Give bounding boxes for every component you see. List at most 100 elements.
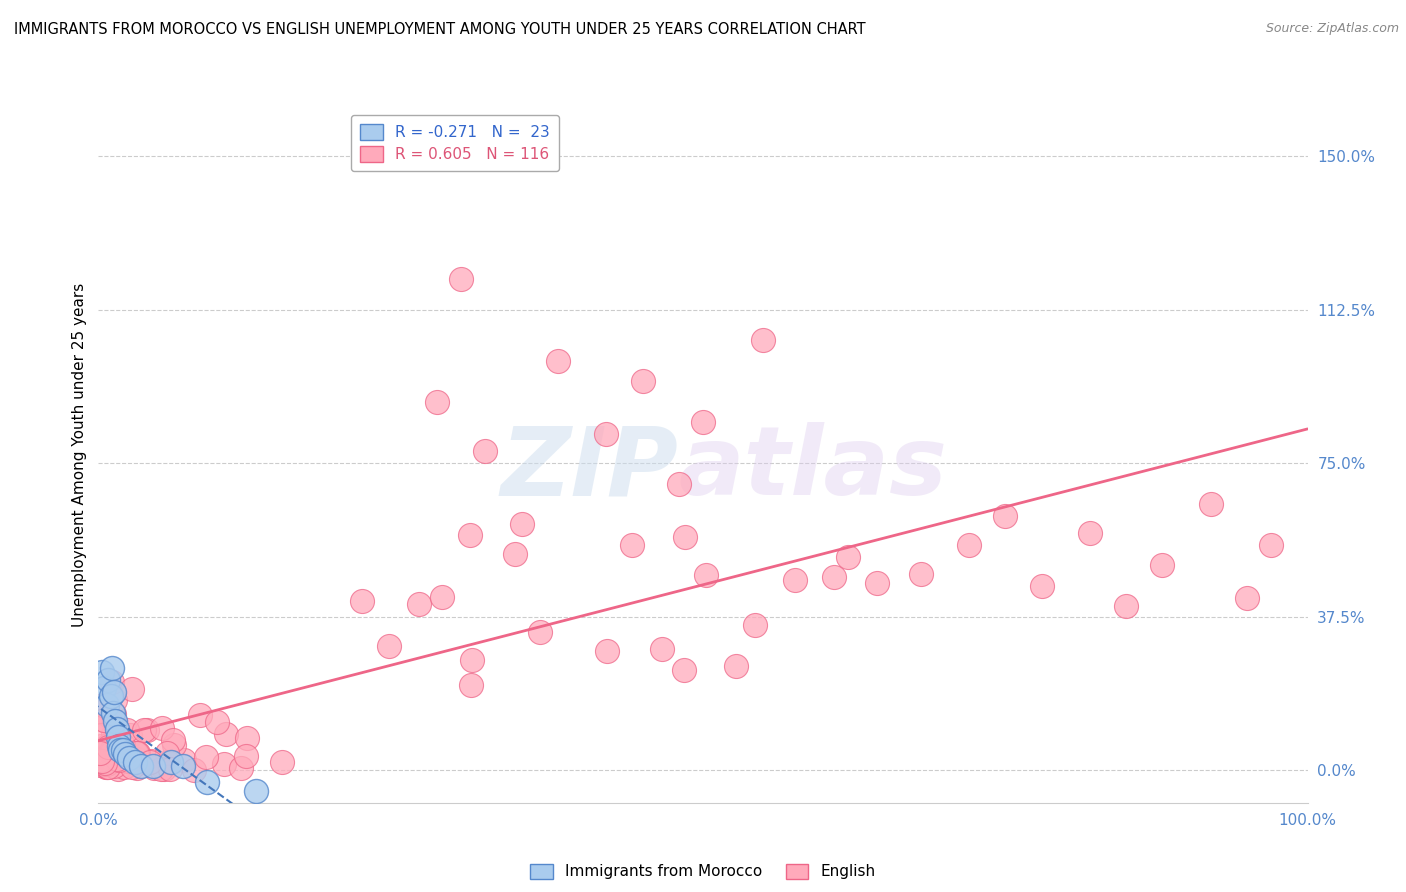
- Point: [673, 663, 696, 677]
- Point: [150, 721, 173, 735]
- Point: [460, 678, 482, 692]
- Point: [235, 749, 257, 764]
- Point: [673, 530, 696, 544]
- Point: [118, 754, 141, 768]
- Point: [107, 731, 129, 745]
- Point: [595, 427, 617, 442]
- Point: [159, 762, 181, 776]
- Point: [91, 665, 114, 679]
- Point: [1031, 579, 1053, 593]
- Point: [118, 754, 141, 768]
- Point: [229, 761, 252, 775]
- Text: Source: ZipAtlas.com: Source: ZipAtlas.com: [1265, 22, 1399, 36]
- Point: [152, 762, 174, 776]
- Point: [96, 756, 118, 771]
- Point: [139, 754, 162, 768]
- Point: [245, 783, 267, 797]
- Point: [725, 658, 748, 673]
- Point: [783, 573, 806, 587]
- Point: [111, 739, 134, 753]
- Text: IMMIGRANTS FROM MOROCCO VS ENGLISH UNEMPLOYMENT AMONG YOUTH UNDER 25 YEARS CORRE: IMMIGRANTS FROM MOROCCO VS ENGLISH UNEMP…: [14, 22, 866, 37]
- Text: ZIP: ZIP: [501, 422, 679, 516]
- Point: [270, 755, 292, 769]
- Point: [103, 685, 125, 699]
- Point: [101, 749, 124, 764]
- Point: [94, 756, 117, 770]
- Point: [510, 517, 533, 532]
- Point: [125, 746, 148, 760]
- Point: [183, 763, 205, 777]
- Point: [89, 753, 111, 767]
- Point: [692, 415, 714, 429]
- Point: [474, 443, 496, 458]
- Point: [547, 353, 569, 368]
- Point: [89, 705, 111, 719]
- Point: [1152, 558, 1174, 573]
- Point: [107, 763, 129, 777]
- Point: [118, 728, 141, 742]
- Point: [620, 538, 643, 552]
- Point: [100, 661, 122, 675]
- Point: [91, 698, 114, 712]
- Point: [108, 739, 131, 753]
- Point: [1115, 599, 1137, 614]
- Point: [957, 538, 980, 552]
- Point: [96, 698, 118, 712]
- Point: [103, 732, 125, 747]
- Point: [94, 760, 117, 774]
- Point: [134, 723, 156, 737]
- Point: [97, 709, 120, 723]
- Point: [105, 752, 128, 766]
- Point: [160, 755, 183, 769]
- Point: [108, 742, 131, 756]
- Point: [89, 758, 111, 772]
- Point: [752, 334, 775, 348]
- Point: [89, 753, 111, 767]
- Point: [93, 713, 115, 727]
- Point: [108, 754, 131, 768]
- Point: [235, 731, 257, 745]
- Point: [127, 747, 149, 761]
- Point: [195, 775, 218, 789]
- Point: [458, 528, 481, 542]
- Point: [105, 722, 128, 736]
- Point: [112, 760, 135, 774]
- Point: [139, 755, 162, 769]
- Point: [173, 753, 195, 767]
- Point: [214, 756, 236, 771]
- Point: [172, 759, 194, 773]
- Point: [157, 755, 180, 769]
- Point: [378, 639, 401, 653]
- Point: [101, 745, 124, 759]
- Point: [188, 708, 211, 723]
- Point: [94, 714, 117, 729]
- Point: [823, 570, 845, 584]
- Point: [118, 751, 141, 765]
- Point: [352, 594, 374, 608]
- Point: [97, 673, 120, 687]
- Point: [695, 568, 717, 582]
- Point: [910, 566, 932, 581]
- Point: [205, 714, 228, 729]
- Point: [107, 731, 129, 745]
- Point: [430, 591, 453, 605]
- Point: [127, 761, 149, 775]
- Point: [595, 644, 617, 658]
- Point: [100, 690, 122, 704]
- Point: [104, 714, 127, 728]
- Point: [117, 723, 139, 737]
- Point: [215, 727, 238, 741]
- Point: [89, 746, 111, 760]
- Point: [127, 756, 149, 770]
- Point: [96, 750, 118, 764]
- Text: atlas: atlas: [679, 422, 948, 516]
- Point: [125, 752, 148, 766]
- Point: [103, 758, 125, 772]
- Point: [114, 747, 136, 761]
- Point: [408, 598, 430, 612]
- Point: [744, 618, 766, 632]
- Point: [156, 746, 179, 760]
- Point: [111, 743, 134, 757]
- Point: [90, 754, 112, 768]
- Point: [651, 641, 673, 656]
